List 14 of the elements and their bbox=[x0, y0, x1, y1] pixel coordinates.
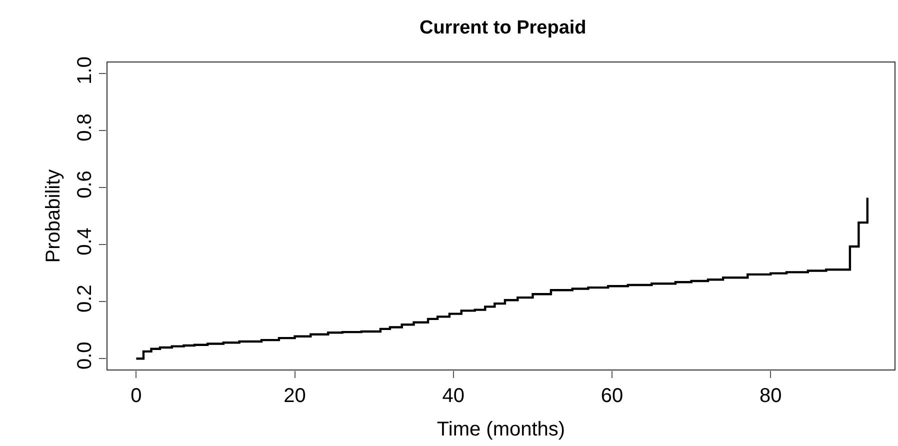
y-tick-label: 0.2 bbox=[74, 284, 96, 312]
y-axis-title: Probability bbox=[42, 169, 64, 263]
x-tick-label: 0 bbox=[130, 385, 142, 407]
y-tick-label: 0.0 bbox=[74, 342, 96, 370]
chart-title: Current to Prepaid bbox=[419, 17, 586, 38]
x-axis-title: Time (months) bbox=[436, 418, 566, 440]
y-tick-label: 1.0 bbox=[74, 56, 96, 84]
x-tick-label: 20 bbox=[284, 385, 306, 407]
y-tick-label: 0.8 bbox=[74, 114, 96, 142]
y-tick-label: 0.4 bbox=[74, 228, 96, 256]
y-tick-label: 0.6 bbox=[74, 170, 96, 198]
x-tick-label: 40 bbox=[442, 385, 465, 407]
x-tick-label: 60 bbox=[600, 385, 624, 407]
x-tick-label: 80 bbox=[760, 385, 782, 407]
